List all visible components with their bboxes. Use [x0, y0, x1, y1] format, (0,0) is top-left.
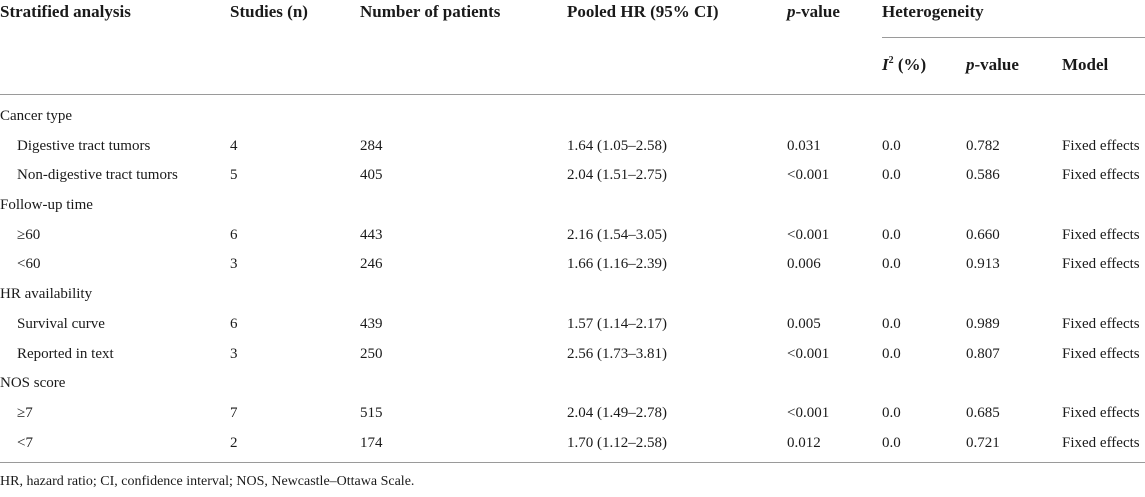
cell-i2: 0.0 [882, 138, 901, 154]
cell-patients: 443 [360, 227, 383, 243]
header-pooled-hr: Pooled HR (95% CI) [567, 2, 719, 21]
header-number-of-patients: Number of patients [360, 2, 501, 21]
cell-stratum: Reported in text [17, 346, 114, 362]
cell-het-p-value: 0.989 [966, 316, 1000, 332]
cell-stratum: <7 [17, 435, 33, 451]
cell-patients: 439 [360, 316, 383, 332]
cell-i2: 0.0 [882, 256, 901, 272]
cell-pooled-hr: 2.56 (1.73–3.81) [567, 346, 667, 362]
cell-pooled-hr: 2.04 (1.51–2.75) [567, 167, 667, 183]
cell-i2: 0.0 [882, 346, 901, 362]
table-bottom-rule [0, 462, 1145, 463]
cell-patients: 284 [360, 138, 383, 154]
cell-model: Fixed effects [1062, 435, 1140, 451]
header-p-rest: -value [795, 2, 840, 21]
subheader-i2: I2 (%) [882, 55, 926, 75]
cell-patients: 174 [360, 435, 383, 451]
cell-het-p-value: 0.721 [966, 435, 1000, 451]
table-row: ≥7 7 515 2.04 (1.49–2.78) <0.001 0.0 0.685 Fixe… [0, 405, 1145, 435]
subheader-model: Model [1062, 55, 1109, 74]
table-row: <60 3 246 1.66 (1.16–2.39) 0.006 0.0 0.913 Fixe… [0, 256, 1145, 286]
subheader-p-rest: -value [974, 55, 1019, 74]
group-label: Follow-up time [0, 197, 93, 213]
subheader-i: I [882, 55, 889, 74]
cell-p-value: <0.001 [787, 405, 830, 421]
cell-model: Fixed effects [1062, 138, 1140, 154]
cell-het-p-value: 0.913 [966, 256, 1000, 272]
cell-stratum: ≥7 [17, 405, 33, 421]
subheader-p-value: p-value [966, 55, 1019, 75]
cell-model: Fixed effects [1062, 346, 1140, 362]
group-label: Cancer type [0, 108, 73, 124]
cell-pooled-hr: 2.16 (1.54–3.05) [567, 227, 667, 243]
cell-i2: 0.0 [882, 435, 901, 451]
table-row: Reported in text 3 250 2.56 (1.73–3.81) <0.0… [0, 346, 1145, 376]
cell-studies: 6 [230, 316, 238, 332]
cell-pooled-hr: 1.70 (1.12–2.58) [567, 435, 667, 451]
group-label: NOS score [0, 375, 66, 391]
cell-p-value: <0.001 [787, 227, 830, 243]
cell-studies: 5 [230, 167, 238, 183]
header-stratified-analysis: Stratified analysis [0, 2, 131, 21]
cell-het-p-value: 0.685 [966, 405, 1000, 421]
cell-stratum: ≥60 [17, 227, 41, 243]
table-row: Survival curve 6 439 1.57 (1.14–2.17) 0.005 0… [0, 316, 1145, 346]
cell-pooled-hr: 1.64 (1.05–2.58) [567, 138, 667, 154]
cell-p-value: 0.031 [787, 138, 821, 154]
cell-pooled-hr: 1.57 (1.14–2.17) [567, 316, 667, 332]
header-heterogeneity: Heterogeneity [882, 2, 984, 21]
cell-het-p-value: 0.807 [966, 346, 1000, 362]
cell-p-value: 0.012 [787, 435, 821, 451]
cell-het-p-value: 0.660 [966, 227, 1000, 243]
cell-pooled-hr: 1.66 (1.16–2.39) [567, 256, 667, 272]
cell-model: Fixed effects [1062, 167, 1140, 183]
cell-stratum: <60 [17, 256, 41, 272]
header-bottom-rule [0, 94, 1145, 95]
table-row: ≥60 6 443 2.16 (1.54–3.05) <0.001 0.0 0.660 Fix… [0, 227, 1145, 257]
table-footnote: HR, hazard ratio; CI, confidence interva… [0, 474, 415, 489]
header-p-italic: p [787, 2, 796, 21]
header-studies: Studies (n) [230, 2, 308, 21]
cell-stratum: Non-digestive tract tumors [17, 167, 178, 183]
cell-model: Fixed effects [1062, 316, 1140, 332]
cell-het-p-value: 0.586 [966, 167, 1000, 183]
cell-het-p-value: 0.782 [966, 138, 1000, 154]
cell-studies: 6 [230, 227, 238, 243]
cell-i2: 0.0 [882, 316, 901, 332]
cell-p-value: 0.005 [787, 316, 821, 332]
table-row: Digestive tract tumors 4 284 1.64 (1.05–2.5… [0, 138, 1145, 168]
cell-p-value: 0.006 [787, 256, 821, 272]
cell-stratum: Digestive tract tumors [17, 138, 151, 154]
cell-studies: 7 [230, 405, 238, 421]
cell-patients: 250 [360, 346, 383, 362]
table-row: <7 2 174 1.70 (1.12–2.58) 0.012 0.0 0.721 Fixed… [0, 435, 1145, 465]
cell-i2: 0.0 [882, 167, 901, 183]
cell-p-value: <0.001 [787, 346, 830, 362]
header-p-value: p-value [787, 2, 840, 22]
subheader-i-rest: (%) [893, 55, 927, 74]
cell-studies: 3 [230, 346, 238, 362]
cell-studies: 4 [230, 138, 238, 154]
cell-patients: 246 [360, 256, 383, 272]
cell-studies: 3 [230, 256, 238, 272]
cell-model: Fixed effects [1062, 227, 1140, 243]
subheader-p-italic: p [966, 55, 975, 74]
cell-studies: 2 [230, 435, 238, 451]
cell-i2: 0.0 [882, 405, 901, 421]
cell-p-value: <0.001 [787, 167, 830, 183]
cell-pooled-hr: 2.04 (1.49–2.78) [567, 405, 667, 421]
cell-patients: 405 [360, 167, 383, 183]
cell-stratum: Survival curve [17, 316, 105, 332]
cell-model: Fixed effects [1062, 256, 1140, 272]
cell-patients: 515 [360, 405, 383, 421]
heterogeneity-rule [882, 37, 1145, 38]
cell-model: Fixed effects [1062, 405, 1140, 421]
cell-i2: 0.0 [882, 227, 901, 243]
subheader-sup: 2 [888, 55, 894, 66]
group-label: HR availability [0, 286, 93, 302]
table-row: Non-digestive tract tumors 5 405 2.04 (1.51… [0, 167, 1145, 197]
